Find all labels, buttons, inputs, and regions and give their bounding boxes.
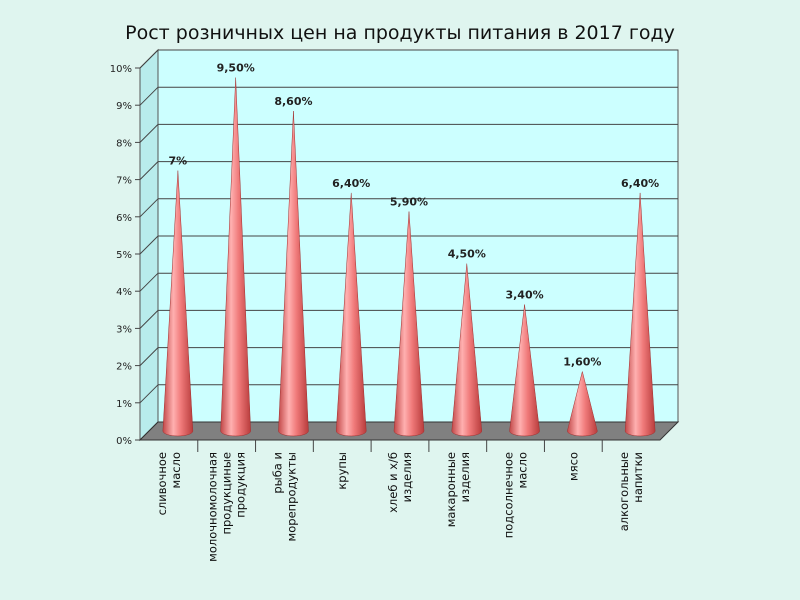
gridline-side <box>139 86 159 106</box>
chart-title: Рост розничных цен на продукты питания в… <box>125 22 675 44</box>
cone <box>567 371 598 437</box>
y-tick-label: 1% <box>116 399 132 410</box>
x-category-label: рыба и морепродукты <box>270 452 298 541</box>
category-line: сливочное <box>155 452 169 515</box>
cone-1 <box>162 170 194 437</box>
data-label: 1,60% <box>563 355 601 368</box>
cone-6 <box>451 263 483 437</box>
gridline-side <box>139 161 159 180</box>
gridline-side <box>139 310 159 329</box>
data-label: 6,40% <box>621 177 659 190</box>
cone <box>335 192 367 437</box>
y-tick-label: 4% <box>116 287 132 298</box>
category-line: макаронные <box>444 452 458 527</box>
category-line: морепродукты <box>284 452 298 541</box>
cone <box>162 170 194 437</box>
x-category-label: сливочное масло <box>155 452 183 515</box>
category-line: рыба и <box>270 452 284 494</box>
data-label: 9,50% <box>217 62 255 75</box>
x-category-label: крупы <box>335 452 349 490</box>
x-category-label: алкогольные напитки <box>617 452 645 531</box>
y-tick-label: 9% <box>116 101 132 112</box>
y-tick-label: 2% <box>116 362 132 373</box>
cone-7 <box>509 304 540 437</box>
y-tick-label: 7% <box>116 176 132 187</box>
y-tick-label: 10% <box>110 64 132 75</box>
x-category-label: подсолнечное масло <box>502 452 530 538</box>
cone <box>220 77 251 437</box>
category-line: изделия <box>458 452 472 502</box>
category-line: масло <box>516 452 530 488</box>
category-line: продукциные <box>220 452 234 535</box>
y-tick-label: 3% <box>116 324 132 335</box>
data-label: 6,40% <box>332 177 370 190</box>
gridline-side <box>139 384 159 404</box>
y-tick-label: 0% <box>116 436 132 447</box>
data-label: 3,40% <box>505 289 543 302</box>
gridline-side <box>139 272 159 292</box>
cone-8 <box>567 371 598 437</box>
gridline-side <box>139 198 159 218</box>
x-category-label: макаронные изделия <box>444 452 472 527</box>
cone <box>624 192 656 437</box>
gridline-side <box>139 124 159 143</box>
category-line: масло <box>169 452 183 488</box>
category-line: напитки <box>631 452 645 503</box>
category-line: алкогольные <box>617 452 631 531</box>
cone-3 <box>278 111 309 437</box>
category-line: молочномолочная <box>206 452 220 562</box>
y-tick-label: 6% <box>116 213 132 224</box>
cone <box>278 111 309 437</box>
cone <box>393 211 425 437</box>
cone-4 <box>335 192 367 437</box>
cone-5 <box>393 211 425 437</box>
gridline-side <box>139 49 159 69</box>
y-tick-label: 5% <box>116 250 132 261</box>
category-line: хлеб и х/б <box>386 452 400 513</box>
data-label: 7% <box>169 155 188 168</box>
cone-2 <box>220 77 251 437</box>
cone <box>451 263 483 437</box>
y-tick-label: 8% <box>116 138 132 149</box>
category-line: крупы <box>335 452 349 490</box>
category-line: подсолнечное <box>502 452 516 538</box>
cone <box>509 304 540 437</box>
x-category-label: мясо <box>566 452 580 481</box>
category-line: изделия <box>400 452 414 502</box>
data-label: 5,90% <box>390 196 428 209</box>
data-label: 8,60% <box>274 95 312 108</box>
gridline-side <box>139 235 159 255</box>
cone-9 <box>624 192 656 437</box>
category-line: продукция <box>234 452 248 518</box>
data-label: 4,50% <box>448 248 486 261</box>
gridline-side <box>139 347 159 366</box>
x-category-label: хлеб и х/б изделия <box>386 452 414 513</box>
category-line: мясо <box>566 452 580 481</box>
x-category-label: молочномолочная продукциные продукция <box>206 452 248 562</box>
